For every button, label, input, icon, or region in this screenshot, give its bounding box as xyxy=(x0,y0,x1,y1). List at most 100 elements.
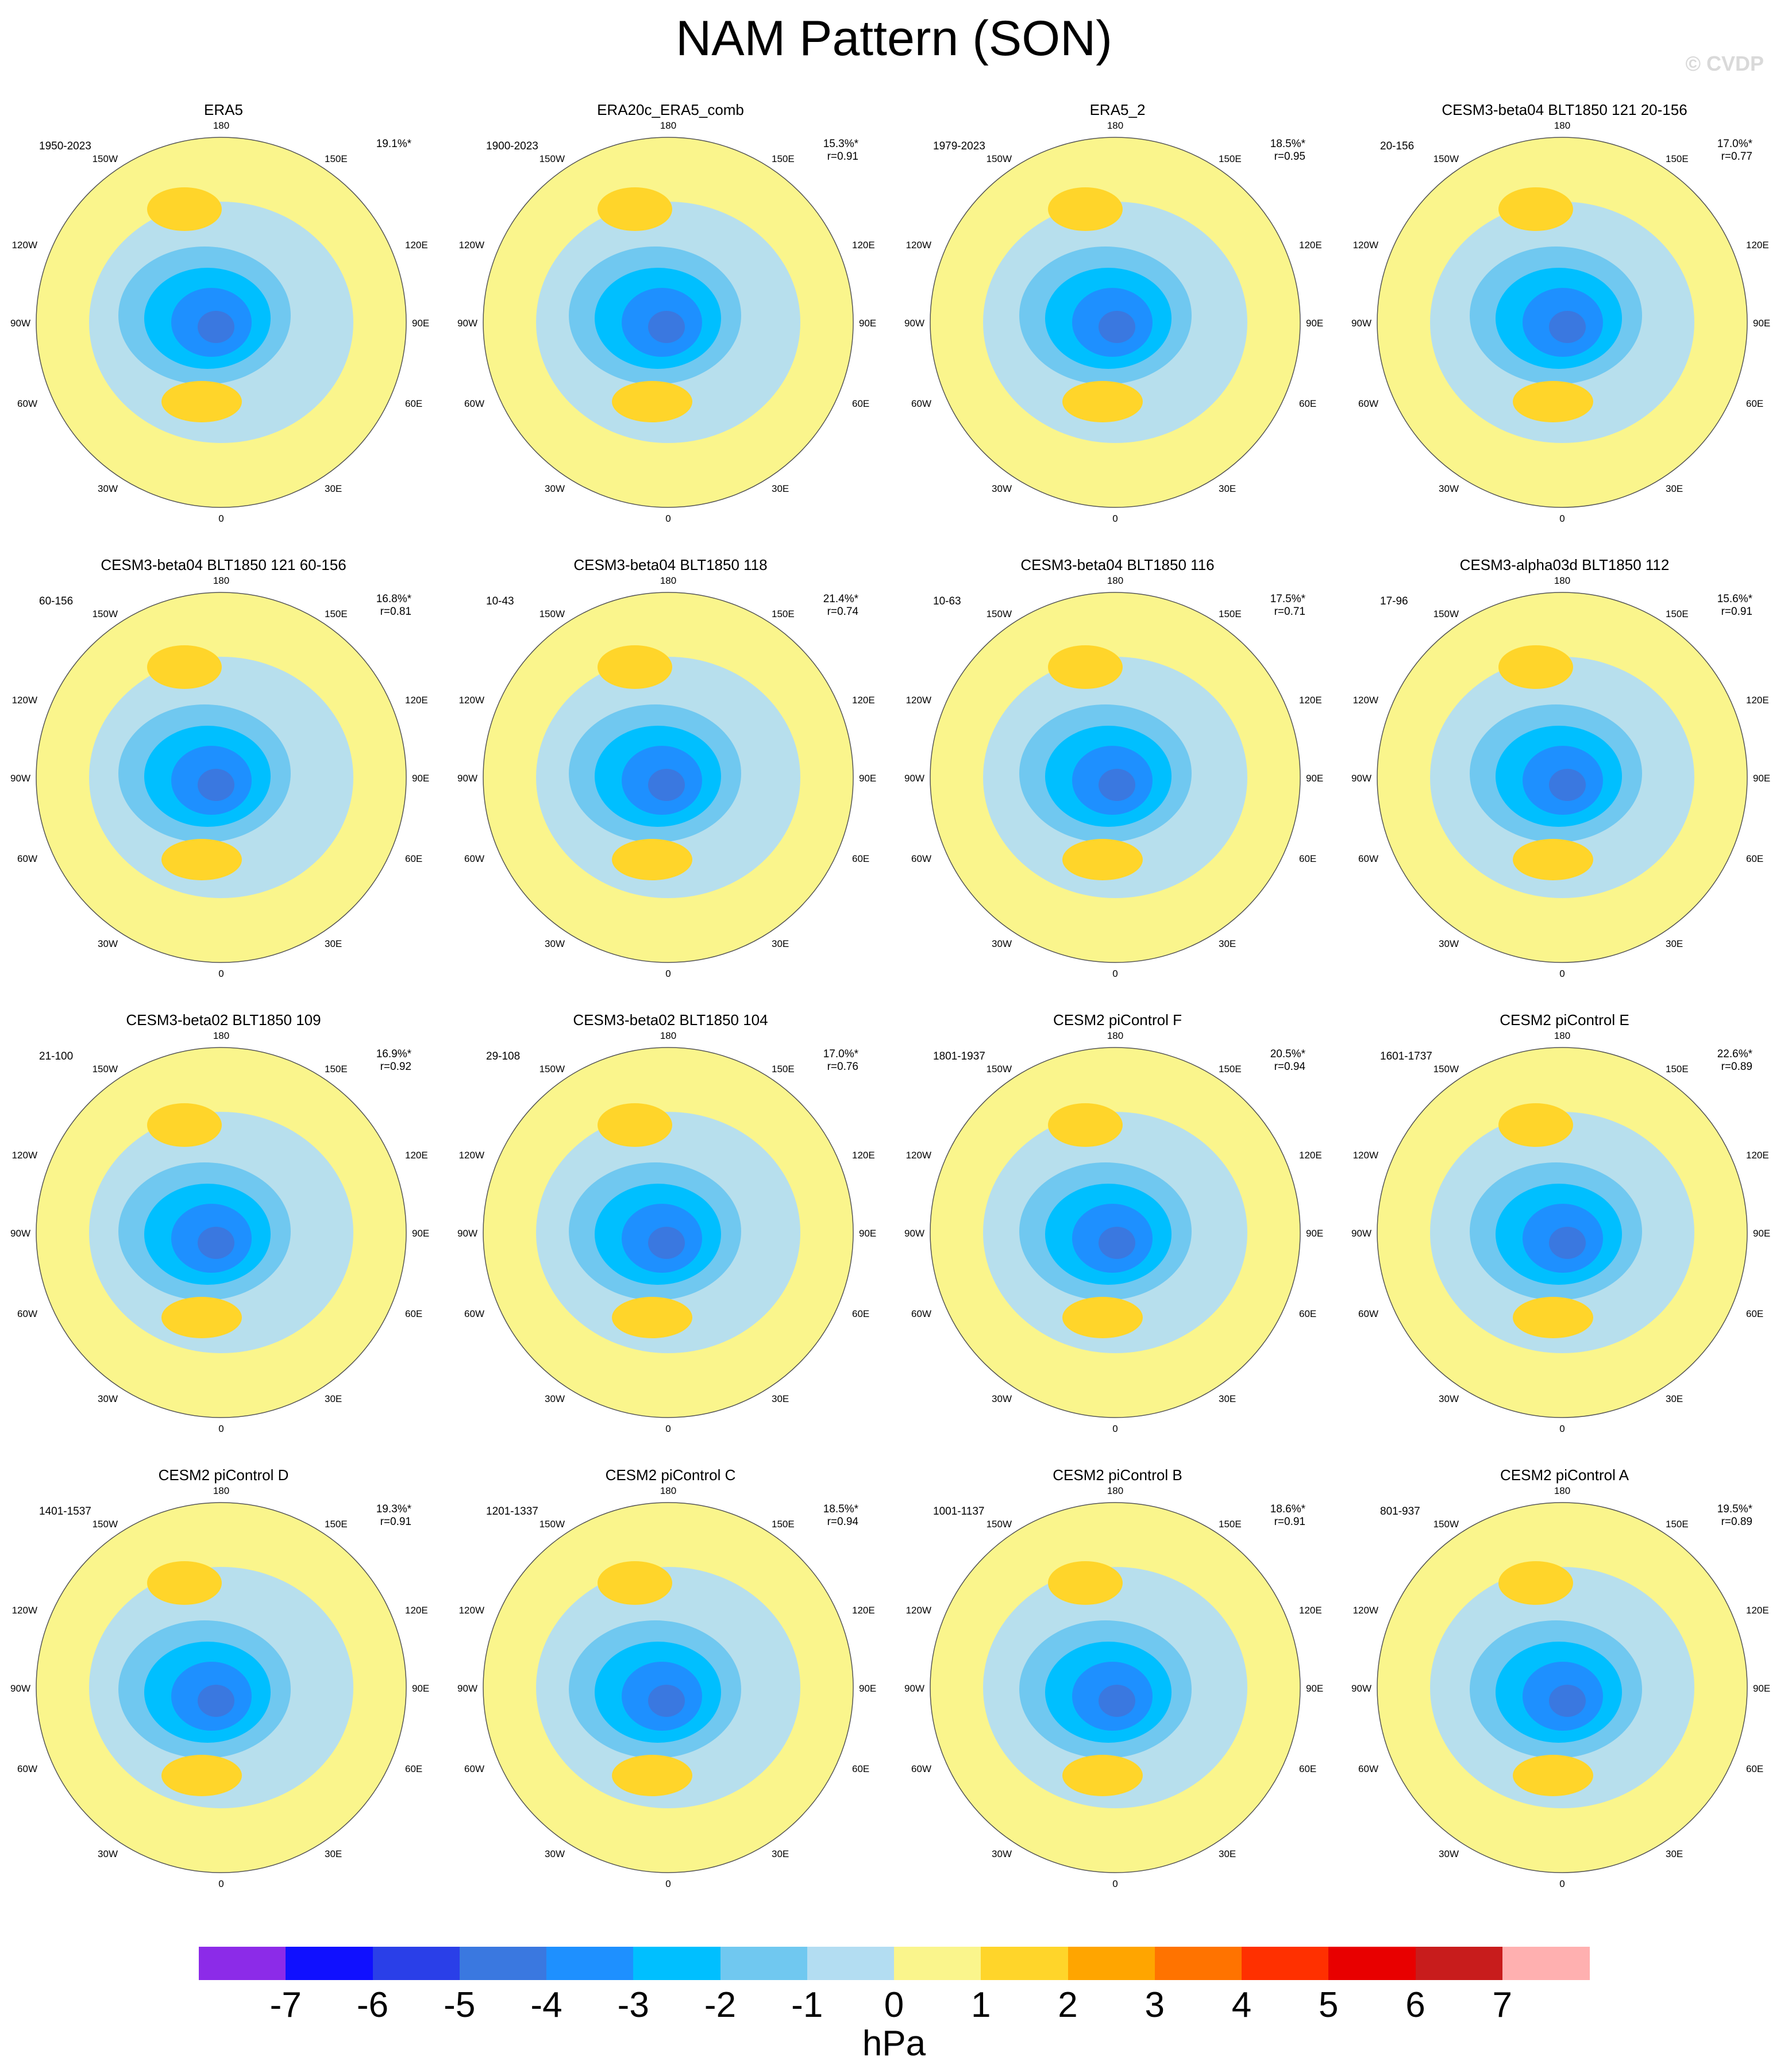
longitude-label: 90E xyxy=(1306,1683,1323,1694)
panel-title: CESM3-beta02 BLT1850 104 xyxy=(573,1011,768,1029)
pattern-correlation: r=0.81 xyxy=(380,606,411,618)
longitude-label: 30W xyxy=(1439,483,1459,494)
longitude-label: 150W xyxy=(987,1064,1012,1074)
map-boundary xyxy=(1377,592,1748,963)
anomaly-contour xyxy=(147,187,222,231)
longitude-label: 90W xyxy=(904,318,924,329)
longitude-label: 90W xyxy=(10,1228,30,1239)
longitude-label: 120W xyxy=(1353,240,1378,251)
pattern-correlation: r=0.76 xyxy=(827,1061,858,1073)
longitude-label: 150W xyxy=(987,153,1012,164)
longitude-label: 150W xyxy=(987,1519,1012,1530)
anomaly-contour xyxy=(598,1103,672,1147)
colorbar-tick: -4 xyxy=(530,1985,562,2025)
longitude-label: 60E xyxy=(1746,853,1763,864)
map-panel: CESM3-beta02 BLT1850 109 21-100 16.9%* r=0.… xyxy=(0,1011,447,1465)
longitude-label: 120E xyxy=(1746,1150,1769,1161)
longitude-label: 60W xyxy=(464,1308,484,1319)
longitude-label: 30E xyxy=(1666,938,1683,949)
longitude-label: 30W xyxy=(992,483,1012,494)
longitude-label: 60W xyxy=(17,853,37,864)
longitude-label: 120E xyxy=(1299,240,1322,251)
longitude-label: 120W xyxy=(459,1605,484,1616)
anomaly-contour xyxy=(612,1755,692,1796)
map-boundary xyxy=(36,137,407,508)
longitude-label: 120W xyxy=(12,1150,37,1161)
longitude-label: 30W xyxy=(1439,1393,1459,1404)
longitude-label: 30W xyxy=(992,1393,1012,1404)
map-boundary xyxy=(483,592,854,963)
panel-years: 1001-1137 xyxy=(933,1505,985,1518)
longitude-label: 150E xyxy=(325,608,348,619)
longitude-label: 30E xyxy=(772,938,789,949)
longitude-label: 30E xyxy=(1666,1848,1683,1859)
panel-variance: 19.1%* xyxy=(342,138,411,151)
longitude-label: 0 xyxy=(665,968,670,979)
variance-explained: 20.5%* xyxy=(1270,1048,1305,1060)
map-boundary xyxy=(483,1502,854,1873)
longitude-label: 60E xyxy=(1746,1308,1763,1319)
longitude-label: 150W xyxy=(540,608,565,619)
variance-explained: 19.1%* xyxy=(376,138,411,150)
longitude-label: 180 xyxy=(1107,1485,1123,1496)
longitude-label: 180 xyxy=(1554,120,1570,131)
longitude-label: 120W xyxy=(906,240,931,251)
longitude-label: 150W xyxy=(1434,1519,1459,1530)
longitude-label: 60E xyxy=(852,1763,869,1774)
longitude-label: 120W xyxy=(12,1605,37,1616)
panel-variance: 15.6%* r=0.91 xyxy=(1683,593,1752,618)
map-panel: CESM2 piControl A 801-937 19.5%* r=0.89 180 0… xyxy=(1341,1466,1788,1920)
longitude-label: 90W xyxy=(1351,1683,1371,1694)
longitude-label: 30W xyxy=(992,938,1012,949)
panel-years: 1900-2023 xyxy=(486,140,538,152)
variance-explained: 17.0%* xyxy=(1717,138,1752,150)
panel-title: CESM2 piControl B xyxy=(1053,1466,1182,1484)
pattern-correlation: r=0.74 xyxy=(827,606,858,618)
map-boundary xyxy=(1377,1502,1748,1873)
longitude-label: 180 xyxy=(213,1030,229,1041)
panel-title: CESM3-beta04 BLT1850 116 xyxy=(1020,556,1215,573)
anomaly-contour xyxy=(1498,187,1573,231)
longitude-label: 0 xyxy=(1112,513,1118,524)
anomaly-contour xyxy=(612,1297,692,1338)
longitude-label: 60W xyxy=(17,1308,37,1319)
longitude-label: 30W xyxy=(98,938,118,949)
pattern-correlation: r=0.91 xyxy=(1274,1516,1305,1528)
anomaly-contour xyxy=(198,769,234,801)
variance-explained: 21.4%* xyxy=(823,593,858,605)
longitude-label: 0 xyxy=(1559,1878,1564,1889)
polar-map: 180 0 150W 150E 120W 120E 90W 90E 60W 60E 30W 30E xyxy=(904,120,1323,524)
colorbar-tick: -2 xyxy=(704,1985,737,2025)
longitude-label: 30E xyxy=(1219,483,1236,494)
longitude-label: 0 xyxy=(665,1423,670,1434)
pattern-correlation: r=0.91 xyxy=(827,151,858,163)
anomaly-contour xyxy=(612,839,692,880)
anomaly-contour xyxy=(598,645,672,689)
anomaly-contour xyxy=(161,381,242,422)
longitude-label: 120E xyxy=(852,1150,875,1161)
longitude-label: 0 xyxy=(1112,1878,1118,1889)
longitude-label: 150E xyxy=(772,153,795,164)
anomaly-contour xyxy=(1549,311,1586,343)
map-boundary xyxy=(36,592,407,963)
longitude-label: 150E xyxy=(1666,1519,1689,1530)
colorbar-tick: 4 xyxy=(1231,1985,1252,2025)
panel-years: 10-43 xyxy=(486,595,514,607)
longitude-label: 180 xyxy=(1107,1030,1123,1041)
longitude-label: 90W xyxy=(10,773,30,784)
longitude-label: 120W xyxy=(459,695,484,706)
longitude-label: 0 xyxy=(218,513,223,524)
longitude-label: 0 xyxy=(1559,513,1564,524)
variance-explained: 15.3%* xyxy=(823,138,858,150)
pattern-correlation: r=0.89 xyxy=(1721,1061,1752,1073)
longitude-label: 180 xyxy=(213,120,229,131)
longitude-label: 90W xyxy=(457,1228,477,1239)
longitude-label: 150E xyxy=(325,1064,348,1074)
longitude-label: 60W xyxy=(911,1308,931,1319)
anomaly-contour xyxy=(1099,311,1135,343)
longitude-label: 90W xyxy=(457,1683,477,1694)
polar-map: 180 0 150W 150E 120W 120E 90W 90E 60W 60E 30W 30E xyxy=(457,575,876,979)
longitude-label: 60W xyxy=(911,1763,931,1774)
pattern-correlation: r=0.89 xyxy=(1721,1516,1752,1528)
longitude-label: 120W xyxy=(459,1150,484,1161)
